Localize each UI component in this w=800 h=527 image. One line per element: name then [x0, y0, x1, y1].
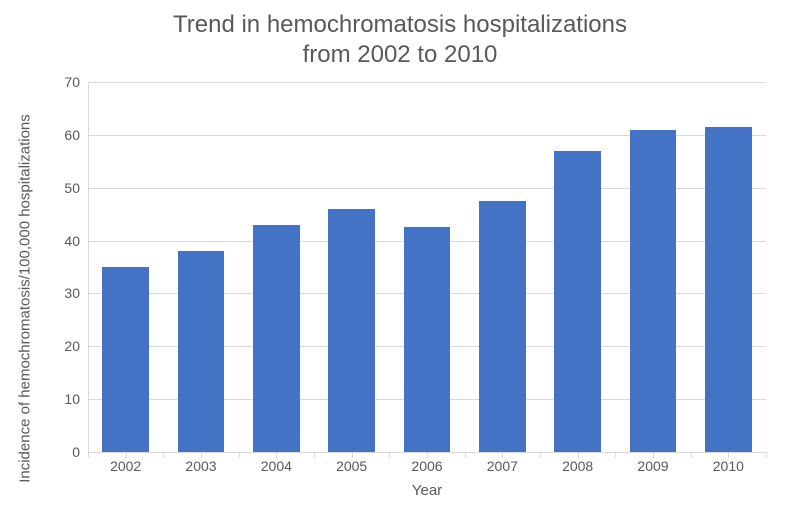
bar	[705, 127, 752, 452]
x-boundary-tick	[465, 452, 466, 458]
x-tick-mark	[578, 452, 579, 458]
bar	[102, 267, 149, 452]
y-tick-label: 30	[64, 285, 88, 301]
bar	[178, 251, 225, 452]
y-tick-label: 40	[64, 233, 88, 249]
y-axis-line	[88, 82, 89, 452]
x-boundary-tick	[615, 452, 616, 458]
x-boundary-tick	[389, 452, 390, 458]
chart-title: Trend in hemochromatosis hospitalization…	[0, 0, 800, 70]
x-tick-mark	[653, 452, 654, 458]
x-boundary-tick	[88, 452, 89, 458]
x-boundary-tick	[691, 452, 692, 458]
x-axis-label: Year	[377, 482, 477, 499]
x-tick-mark	[502, 452, 503, 458]
bar	[554, 151, 601, 452]
chart-title-line2: from 2002 to 2010	[303, 41, 498, 68]
y-tick-label: 0	[72, 444, 88, 460]
x-boundary-tick	[239, 452, 240, 458]
y-axis-label: Incidence of hemochromatosis/100,000 hos…	[17, 89, 34, 509]
y-tick-label: 70	[64, 74, 88, 90]
y-tick-label: 20	[64, 338, 88, 354]
x-boundary-tick	[540, 452, 541, 458]
y-tick-label: 60	[64, 127, 88, 143]
chart-container: Trend in hemochromatosis hospitalization…	[0, 0, 800, 527]
x-tick-mark	[427, 452, 428, 458]
x-boundary-tick	[766, 452, 767, 458]
x-tick-mark	[352, 452, 353, 458]
bar	[479, 201, 526, 452]
x-boundary-tick	[163, 452, 164, 458]
x-tick-mark	[126, 452, 127, 458]
bar	[253, 225, 300, 452]
bar	[630, 130, 677, 452]
y-tick-label: 10	[64, 391, 88, 407]
bar	[328, 209, 375, 452]
x-tick-mark	[276, 452, 277, 458]
x-tick-mark	[728, 452, 729, 458]
chart-title-line1: Trend in hemochromatosis hospitalization…	[173, 11, 627, 38]
plot-region: 0102030405060702002200320042005200620072…	[88, 82, 766, 452]
bar	[404, 227, 451, 452]
gridline	[88, 82, 766, 83]
x-tick-mark	[201, 452, 202, 458]
y-tick-label: 50	[64, 180, 88, 196]
x-boundary-tick	[314, 452, 315, 458]
